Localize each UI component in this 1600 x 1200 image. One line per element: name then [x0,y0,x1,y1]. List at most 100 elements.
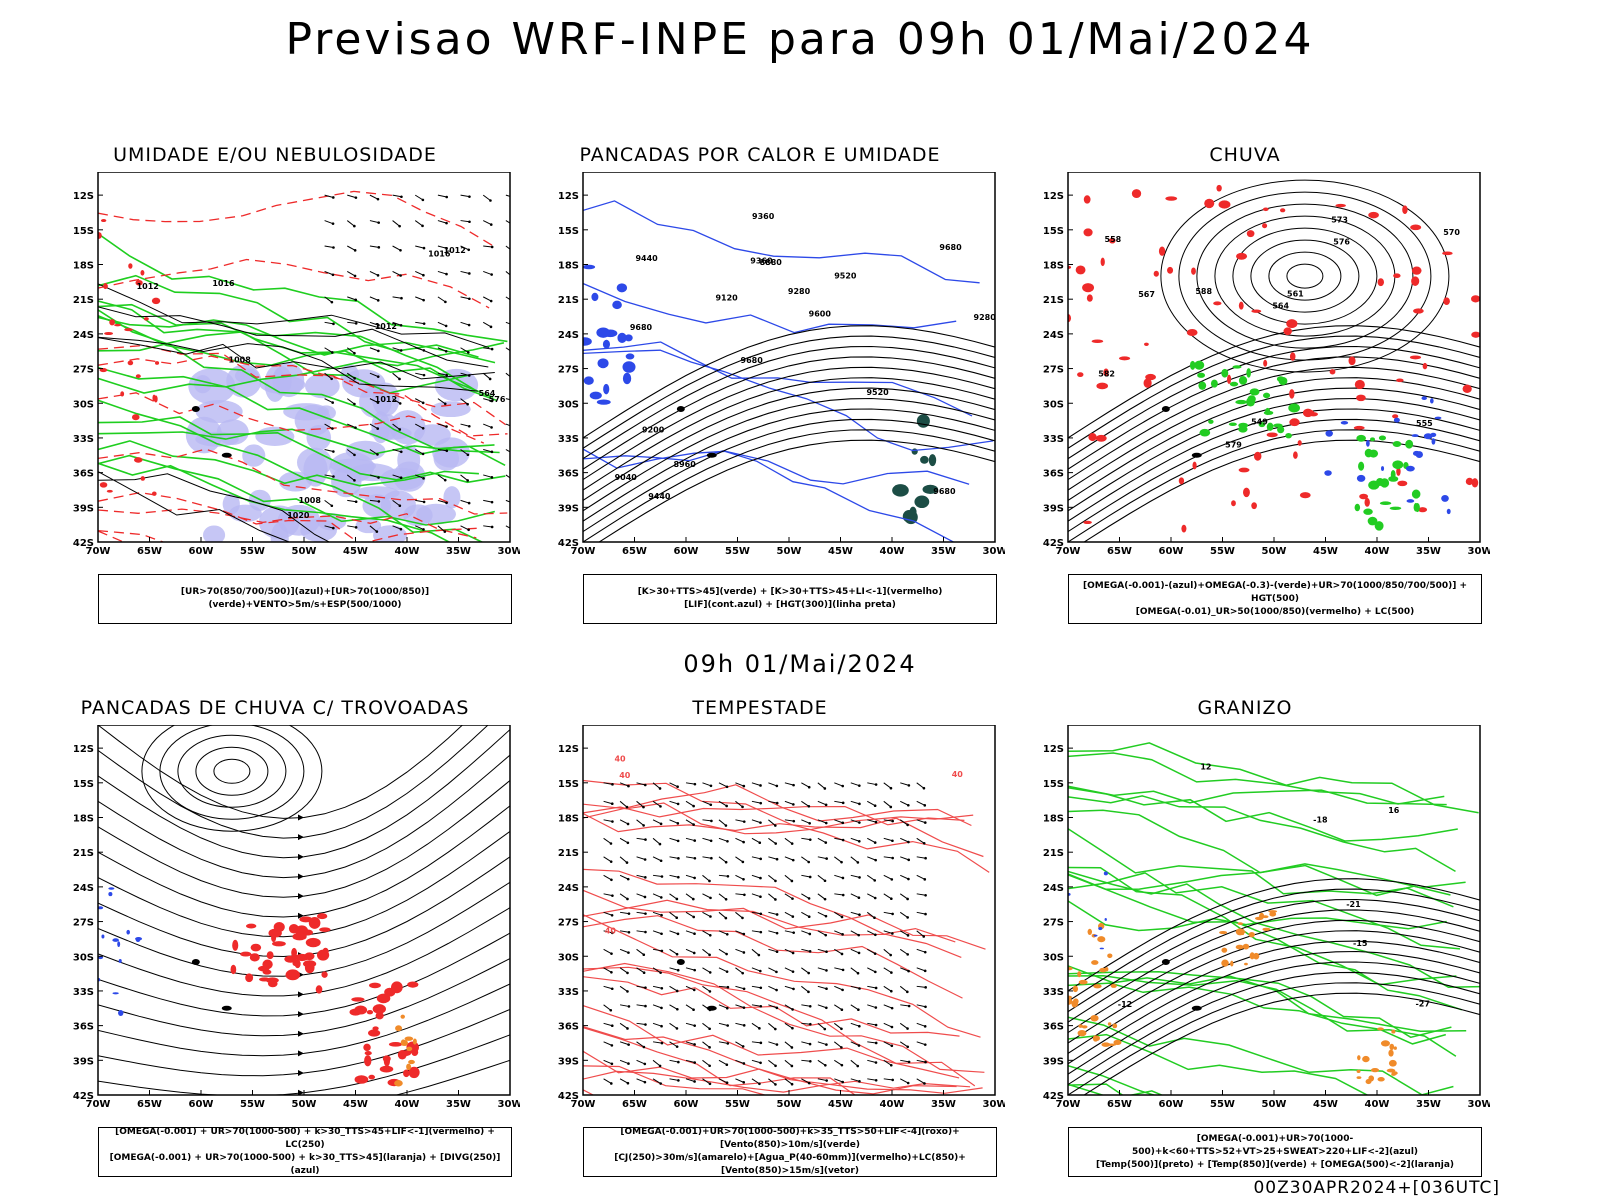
panel-title: UMIDADE E/OU NEBULOSIDADE [113,144,437,166]
lat-tick-label: 33S [73,434,94,445]
contour-label: 9280 [788,287,811,296]
lat-tick-label: 30S [558,952,579,963]
contour-label: 1012 [444,246,466,255]
lat-tick-label: 42S [73,538,94,549]
lat-tick-label: 12S [1043,191,1064,202]
panel-title: PANCADAS POR CALOR E UMIDADE [579,144,941,166]
lat-tick-label: 27S [1043,365,1064,376]
lon-tick-label: 30W [983,546,1005,557]
map-heat-showers: 9680 9680 9680 9680 9520 9440 9360 9280 9200 9120… [545,171,1007,568]
lat-tick-label: 15S [558,226,579,237]
panel-thunderstorm-showers: PANCADAS DE CHUVA C/ TROVOADAS 12S 15S 18S… [60,697,522,1177]
lat-tick-label: 33S [73,987,94,998]
lat-tick-label: 15S [1043,779,1064,790]
contour-label: -27 [1415,1000,1429,1009]
lat-tick-label: 18S [73,261,94,272]
lon-tick-label: 35W [1416,546,1441,557]
lat-tick-label: 36S [1043,469,1064,480]
contour-label: 9360 [752,212,775,221]
lon-tick-label: 30W [1468,546,1490,557]
lat-tick-label: 33S [558,987,579,998]
contour-label: 40 [619,771,631,780]
legend-line: [OMEGA(-0.001) + UR>70(1000-500) + k>30_… [109,1153,501,1176]
lat-tick-label: 15S [73,779,94,790]
lat-tick-label: 21S [558,295,579,306]
lat-tick-label: 36S [73,1022,94,1033]
lat-tick-label: 36S [73,469,94,480]
lon-tick-label: 70W [1056,546,1081,557]
lat-tick-label: 24S [73,330,94,341]
panel-legend: [OMEGA(-0.001)+UR>70(1000-500)+k>35_TTS>… [583,1127,997,1177]
lat-tick-label: 27S [73,365,94,376]
lon-tick-label: 45W [828,546,853,557]
map-hail: -12 -15 -18 -21 -27 16 12 12S 15S 18S 21S 24S 27S 30S… [1030,724,1492,1121]
contour-label: 12 [1200,762,1211,771]
lat-tick-label: 12S [558,744,579,755]
lon-tick-label: 40W [395,1099,420,1110]
lon-tick-label: 65W [137,546,162,557]
contour-label: 8960 [674,460,697,469]
lat-tick-label: 15S [73,226,94,237]
contour-label: 9520 [834,272,857,281]
panel-title: CHUVA [1209,144,1281,166]
contour-label: -12 [1118,1000,1132,1009]
contour-label: -18 [1313,816,1328,825]
lon-tick-label: 30W [498,546,520,557]
lat-tick-label: 39S [73,503,94,514]
lon-tick-label: 70W [1056,1099,1081,1110]
lon-tick-label: 65W [1107,1099,1132,1110]
lon-tick-label: 40W [395,546,420,557]
forecast-time-subtitle: 09h 01/Mai/2024 [683,650,917,678]
contour-label: 1016 [212,279,235,288]
contour-label: 549 [1251,418,1268,427]
lat-tick-label: 33S [1043,987,1064,998]
lon-tick-label: 50W [777,546,802,557]
lat-tick-label: 30S [558,399,579,410]
lat-tick-label: 18S [558,261,579,272]
contour-label: 1012 [137,282,159,291]
panel-humidity-cloudiness: UMIDADE E/OU NEBULOSIDADE 1012 1016 1012 10… [60,144,522,624]
legend-line: [UR>70(850/700/500)](azul)+[UR>70(1000/8… [180,587,430,610]
lat-tick-label: 30S [73,399,94,410]
contour-label: 40 [614,754,626,763]
lat-tick-label: 39S [558,1056,579,1067]
contour-label: 9360 [750,257,773,266]
panel-title: PANCADAS DE CHUVA C/ TROVOADAS [80,697,470,719]
lat-tick-label: 21S [73,848,94,859]
contour-label: 9680 [939,243,962,252]
lat-tick-label: 21S [1043,848,1064,859]
lon-tick-label: 35W [1416,1099,1441,1110]
lon-tick-label: 55W [240,546,265,557]
lat-tick-label: 36S [558,469,579,480]
lon-tick-label: 50W [1262,546,1287,557]
lon-tick-label: 55W [725,546,750,557]
contour-label: 564 [479,389,496,398]
contour-label: 9600 [809,309,832,318]
contour-label: 567 [1138,290,1155,299]
contour-label: 1016 [428,249,451,258]
lat-tick-label: 24S [558,330,579,341]
panel-title: TEMPESTADE [692,697,828,719]
panel-legend: [OMEGA(-0.001)-(azul)+OMEGA(-0.3)-(verde… [1068,574,1482,624]
contour-label: -15 [1353,939,1368,948]
lat-tick-label: 42S [1043,1091,1064,1102]
lat-tick-label: 33S [1043,434,1064,445]
lon-tick-label: 30W [498,1099,520,1110]
lon-tick-label: 55W [240,1099,265,1110]
page-title: Previsao WRF-INPE para 09h 01/Mai/2024 [285,14,1315,65]
contour-label: 576 [1333,238,1350,247]
lat-tick-label: 27S [73,918,94,929]
lon-tick-label: 40W [880,1099,905,1110]
lat-tick-label: 12S [73,744,94,755]
map-storm: 40 40 40 40 12S 15S 18S 21S 24S 27S 30S 33S 36S 39S 42… [545,724,1007,1121]
lat-tick-label: 30S [1043,952,1064,963]
lat-tick-label: 24S [1043,883,1064,894]
lat-tick-label: 39S [1043,503,1064,514]
lon-tick-label: 40W [880,546,905,557]
panel-legend: [K>30+TTS>45](verde) + [K>30+TTS>45+LI<-… [583,574,997,624]
lat-tick-label: 42S [558,1091,579,1102]
contour-label: 582 [1098,370,1115,379]
contour-label: 9040 [615,473,638,482]
contour-label: 9680 [630,323,653,332]
lon-tick-label: 30W [983,1099,1005,1110]
